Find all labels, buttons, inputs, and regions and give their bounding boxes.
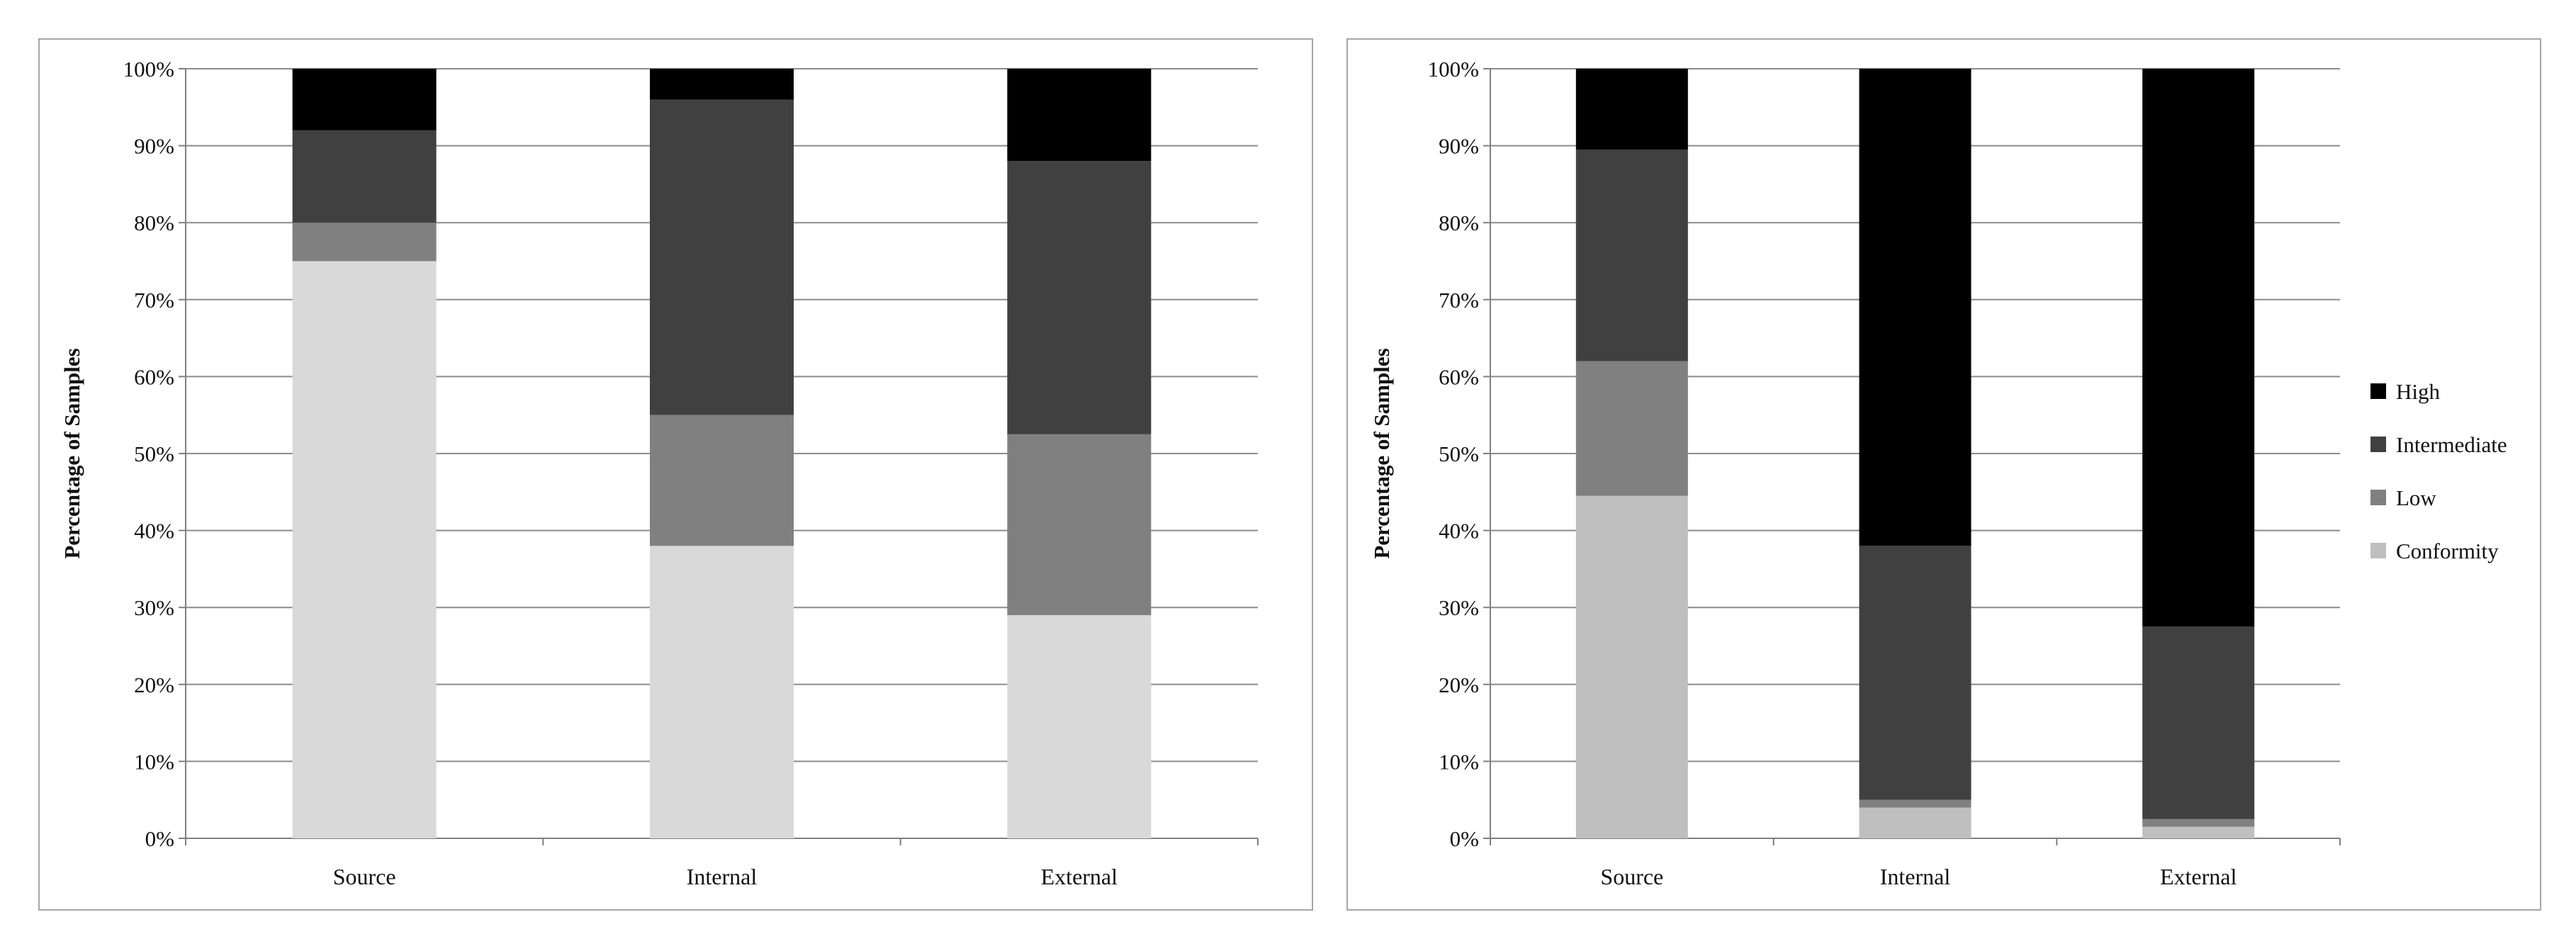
chart-panel-left: 0% 10% 20% 30% 40% 50% 60% 70% 80% 90% 100% Source I… [38,38,1313,911]
bar-segment-high [2142,69,2255,627]
bar-segment-high [1007,69,1152,162]
y-axis-label: Percentage of Samples [60,348,84,558]
legend-swatch-conformity [2370,543,2386,558]
bar-segment-conformity [1859,807,1972,838]
bar-segment-low [292,223,437,261]
bar-segment-low [650,415,794,546]
y-tick-label: 10% [1439,749,1479,774]
legend-swatch-low [2370,490,2386,505]
bar-segment-intermediate [650,99,794,415]
bar-segment-conformity [650,546,794,838]
y-tick-label: 90% [1439,134,1479,159]
y-tick-label: 100% [123,57,174,81]
y-tick-label: 40% [1439,519,1479,544]
legend-label: Low [2396,485,2436,510]
bar-segment-high [1575,69,1688,150]
legend-swatch-intermediate [2370,437,2386,452]
bar-segment-conformity [1575,495,1688,838]
x-tick-label: External [1041,864,1118,889]
x-tick-label: External [2160,864,2237,889]
bar-segment-low [1007,434,1152,616]
bar-segment-conformity [2142,826,2255,838]
x-tick-label: Internal [1880,864,1951,889]
chart-panel-right: 0% 10% 20% 30% 40% 50% 60% 70% 80% 90% 100% Source I… [1346,0,2576,951]
y-tick-label: 20% [134,673,174,697]
bar-segment-intermediate [2142,626,2255,819]
y-tick-label: 50% [1439,441,1479,466]
y-tick-label: 0% [145,826,174,851]
y-tick-label: 70% [1439,288,1479,313]
y-axis-label: Percentage of Samples [1369,348,1394,558]
y-tick-label: 90% [134,134,174,159]
y-tick-label: 30% [134,595,174,620]
x-tick-label: Internal [687,864,758,889]
legend-swatch-high [2370,383,2386,399]
bar-segment-intermediate [1859,546,1972,800]
y-tick-label: 70% [134,288,174,313]
y-tick-label: 60% [1439,364,1479,389]
y-tick-label: 30% [1439,595,1479,620]
y-tick-label: 100% [1428,57,1479,81]
y-tick-label: 80% [1439,210,1479,235]
bar-segment-low [2142,818,2255,827]
bar-segment-intermediate [1007,161,1152,434]
bar-segment-high [292,69,437,130]
bar-segment-low [1575,361,1688,496]
bar-segment-intermediate [292,130,437,223]
y-tick-label: 80% [134,210,174,235]
chart-left: 0% 10% 20% 30% 40% 50% 60% 70% 80% 90% 100% Source I… [38,38,1313,911]
bar-segment-high [650,69,794,100]
x-tick-label: Source [333,864,396,889]
legend-label: Intermediate [2396,432,2507,457]
bar-segment-conformity [292,261,437,838]
y-tick-label: 0% [1450,826,1479,851]
y-tick-label: 10% [134,749,174,774]
bar-segment-high [1859,69,1972,546]
legend-label: Conformity [2396,539,2499,563]
y-tick-label: 20% [1439,673,1479,697]
y-tick-label: 40% [134,519,174,544]
x-tick-label: Source [1600,864,1663,889]
bar-segment-conformity [1007,615,1152,838]
y-tick-label: 50% [134,441,174,466]
legend-label: High [2396,379,2441,404]
y-tick-label: 60% [134,364,174,389]
bar-segment-intermediate [1575,150,1688,361]
bar-segment-low [1859,799,1972,808]
chart-right: 0% 10% 20% 30% 40% 50% 60% 70% 80% 90% 100% Source I… [1346,38,2541,911]
